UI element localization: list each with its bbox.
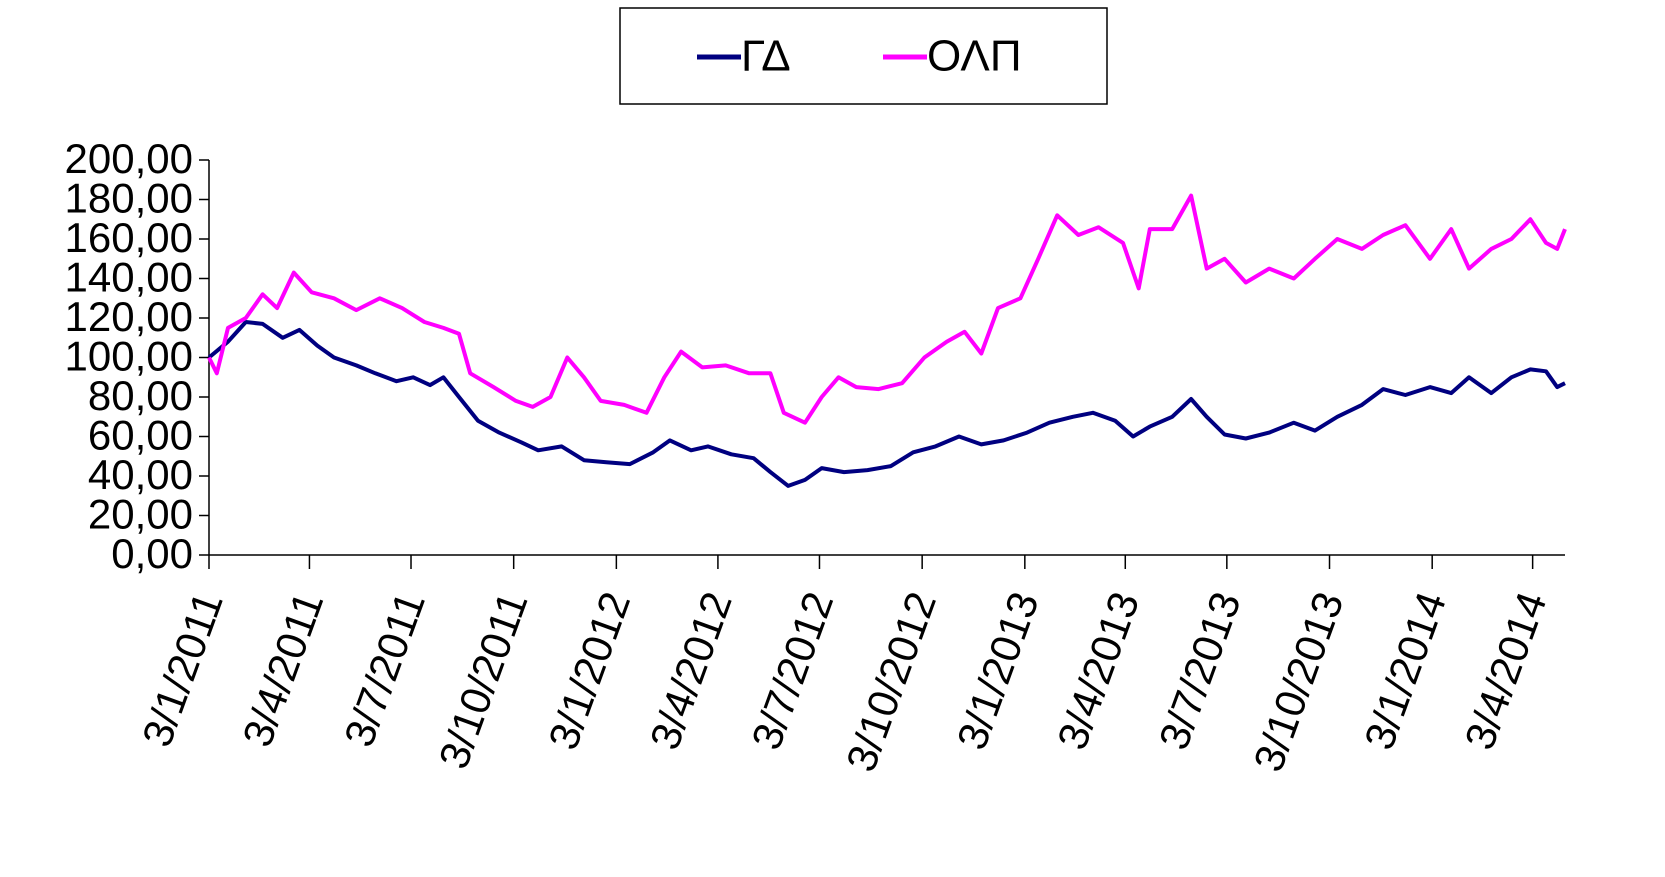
y-tick-label: 100,00: [65, 333, 193, 380]
x-tick-label: 3/1/2014: [1355, 586, 1455, 756]
legend-label: ΓΔ: [741, 32, 791, 81]
y-tick-label: 120,00: [65, 293, 193, 340]
x-tick-label: 3/4/2011: [233, 586, 332, 753]
x-tick-label: 3/7/2012: [742, 586, 842, 756]
x-tick-label: 3/1/2011: [133, 586, 232, 753]
x-tick-label: 3/1/2013: [948, 586, 1048, 756]
x-tick-label: 3/4/2013: [1048, 586, 1148, 756]
x-tick-label: 3/7/2013: [1150, 586, 1250, 756]
y-tick-label: 140,00: [65, 254, 193, 301]
y-tick-label: 0,00: [111, 530, 193, 577]
x-tick-label: 3/10/2013: [1244, 586, 1352, 778]
x-tick-label: 3/1/2012: [539, 586, 639, 756]
x-tick-label: 3/10/2011: [430, 586, 537, 775]
y-tick-label: 20,00: [88, 491, 193, 538]
y-tick-label: 60,00: [88, 412, 193, 459]
y-tick-label: 200,00: [65, 135, 193, 182]
y-tick-label: 40,00: [88, 451, 193, 498]
legend-label: ΟΛΠ: [927, 32, 1022, 81]
y-tick-label: 160,00: [65, 214, 193, 261]
legend-box: [619, 7, 1108, 105]
y-tick-label: 180,00: [65, 175, 193, 222]
x-tick-label: 3/4/2014: [1455, 586, 1555, 756]
x-tick-label: 3/7/2011: [335, 586, 434, 753]
y-tick-label: 80,00: [88, 372, 193, 419]
line-series: [207, 193, 1567, 425]
line-series: [207, 320, 1566, 488]
x-tick-label: 3/4/2012: [641, 586, 741, 756]
x-tick-label: 3/10/2012: [837, 586, 945, 778]
